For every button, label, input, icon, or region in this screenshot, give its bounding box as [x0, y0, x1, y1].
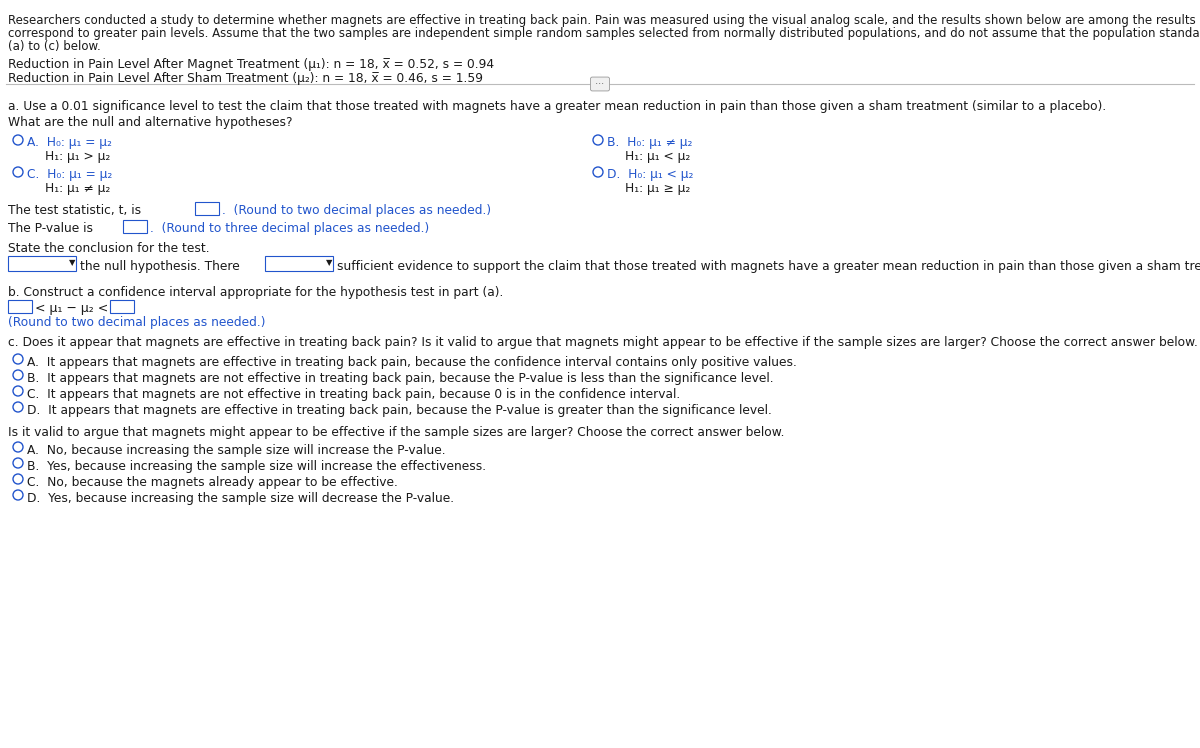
Bar: [8, 256, 76, 271]
Text: D.  Yes, because increasing the sample size will decrease the P-value.: D. Yes, because increasing the sample si…: [28, 492, 454, 505]
Text: C.  It appears that magnets are not effective in treating back pain, because 0 i: C. It appears that magnets are not effec…: [28, 388, 680, 401]
Text: < μ₁ − μ₂ <: < μ₁ − μ₂ <: [35, 302, 108, 315]
Text: A.  H₀: μ₁ = μ₂: A. H₀: μ₁ = μ₂: [28, 136, 112, 149]
Text: State the conclusion for the test.: State the conclusion for the test.: [8, 242, 210, 255]
Bar: [124, 219, 148, 233]
Text: H₁: μ₁ < μ₂: H₁: μ₁ < μ₂: [625, 150, 690, 163]
Text: .  (Round to two decimal places as needed.): . (Round to two decimal places as needed…: [222, 204, 491, 217]
Bar: [8, 299, 32, 313]
Text: b. Construct a confidence interval appropriate for the hypothesis test in part (: b. Construct a confidence interval appro…: [8, 286, 503, 299]
Text: H₁: μ₁ ≥ μ₂: H₁: μ₁ ≥ μ₂: [625, 182, 690, 195]
Text: sufficient evidence to support the claim that those treated with magnets have a : sufficient evidence to support the claim…: [337, 260, 1200, 273]
Text: C.  H₀: μ₁ = μ₂: C. H₀: μ₁ = μ₂: [28, 168, 113, 181]
Text: B.  Yes, because increasing the sample size will increase the effectiveness.: B. Yes, because increasing the sample si…: [28, 460, 486, 473]
Text: .  (Round to three decimal places as needed.): . (Round to three decimal places as need…: [150, 222, 430, 235]
Text: C.  No, because the magnets already appear to be effective.: C. No, because the magnets already appea…: [28, 476, 398, 489]
Text: the null hypothesis. There: the null hypothesis. There: [80, 260, 240, 273]
Text: (Round to two decimal places as needed.): (Round to two decimal places as needed.): [8, 316, 265, 329]
Text: D.  H₀: μ₁ < μ₂: D. H₀: μ₁ < μ₂: [607, 168, 694, 181]
Bar: [265, 256, 334, 271]
Text: A.  No, because increasing the sample size will increase the P-value.: A. No, because increasing the sample siz…: [28, 444, 445, 457]
Text: (a) to (c) below.: (a) to (c) below.: [8, 40, 101, 53]
Text: ···: ···: [593, 79, 607, 89]
Text: a. Use a 0.01 significance level to test the claim that those treated with magne: a. Use a 0.01 significance level to test…: [8, 100, 1106, 113]
Text: c. Does it appear that magnets are effective in treating back pain? Is it valid : c. Does it appear that magnets are effec…: [8, 336, 1198, 349]
Bar: [194, 201, 220, 215]
Text: ▼: ▼: [325, 259, 332, 268]
Text: B.  H₀: μ₁ ≠ μ₂: B. H₀: μ₁ ≠ μ₂: [607, 136, 692, 149]
Text: H₁: μ₁ ≠ μ₂: H₁: μ₁ ≠ μ₂: [46, 182, 110, 195]
Text: What are the null and alternative hypotheses?: What are the null and alternative hypoth…: [8, 116, 293, 129]
Text: ▼: ▼: [68, 259, 74, 268]
Text: D.  It appears that magnets are effective in treating back pain, because the P-v: D. It appears that magnets are effective…: [28, 404, 772, 417]
Text: Reduction in Pain Level After Magnet Treatment (μ₁): n = 18, x̅ = 0.52, s = 0.94: Reduction in Pain Level After Magnet Tre…: [8, 58, 494, 71]
Text: Researchers conducted a study to determine whether magnets are effective in trea: Researchers conducted a study to determi…: [8, 14, 1200, 27]
Text: correspond to greater pain levels. Assume that the two samples are independent s: correspond to greater pain levels. Assum…: [8, 27, 1200, 40]
Text: The P-value is: The P-value is: [8, 222, 94, 235]
Text: H₁: μ₁ > μ₂: H₁: μ₁ > μ₂: [46, 150, 110, 163]
Text: Reduction in Pain Level After Sham Treatment (μ₂): n = 18, x̅ = 0.46, s = 1.59: Reduction in Pain Level After Sham Treat…: [8, 72, 482, 85]
Text: A.  It appears that magnets are effective in treating back pain, because the con: A. It appears that magnets are effective…: [28, 356, 797, 369]
Text: The test statistic, t, is: The test statistic, t, is: [8, 204, 142, 217]
Text: Is it valid to argue that magnets might appear to be effective if the sample siz: Is it valid to argue that magnets might …: [8, 426, 785, 439]
Text: B.  It appears that magnets are not effective in treating back pain, because the: B. It appears that magnets are not effec…: [28, 372, 774, 385]
Bar: [110, 299, 134, 313]
